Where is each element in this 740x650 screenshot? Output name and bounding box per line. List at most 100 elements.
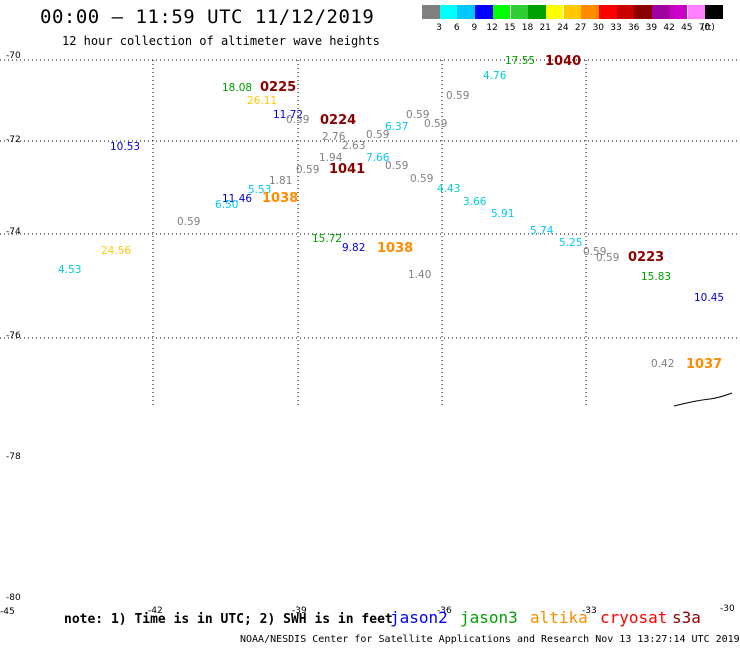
wave-height-label: 0.59 [446,90,470,102]
scale-swatch [616,5,635,19]
wave-height-label: 0.59 [296,164,320,176]
scale-swatch [528,5,546,19]
satellite-legend-jason3: jason3 [460,608,518,627]
lon-tick-label: -42 [148,606,163,616]
wave-height-label: 1.81 [269,175,293,187]
wave-height-label: 0.59 [177,216,201,228]
wave-height-label: 10.53 [110,141,141,153]
scale-label: 42 [663,23,675,33]
scale-label: 70 [698,23,711,33]
wave-height-label: 11.46 [222,193,253,205]
pressure-label: 1038 [262,191,299,206]
lat-label: -76 [6,331,21,341]
scale-label: 12 [486,23,498,33]
wave-height-label: 5.25 [559,237,583,249]
scale-swatch [492,5,511,19]
wave-height-label: 4.53 [58,264,82,276]
scale-swatch [652,5,670,19]
pressure-label: 0223 [628,250,665,265]
scale-label: 6 [453,23,460,33]
scale-label: 24 [557,23,569,33]
lat-label: -74 [6,227,21,237]
wave-height-label: 6.50 [215,199,239,211]
wave-height-label: 4.43 [437,183,461,195]
scale-swatch [634,5,652,19]
wave-height-label: 0.59 [583,246,607,258]
note-text: note: 1) Time is in UTC; 2) SWH is in fe… [64,612,393,627]
wave-height-label: 5.74 [530,225,554,237]
scale-swatch [599,5,617,19]
pressure-label: 0224 [320,113,357,128]
scale-swatch [563,5,582,19]
scale-label: 21 [539,23,551,33]
wave-height-label: 0.59 [385,160,409,172]
wave-height-label: 18.08 [222,82,253,94]
scale-label: 33 [610,23,622,33]
wave-height-label: 0.59 [424,118,448,130]
scale-swatch [475,5,493,19]
wave-height-label: 1.40 [408,269,432,281]
scale-swatch [687,5,706,19]
wave-height-label: 5.91 [491,208,515,220]
wave-height-label: 24.56 [101,245,132,257]
scale-swatch [510,5,529,19]
wave-height-label: 2.63 [342,140,366,152]
scale-label: 27 [574,23,587,33]
map-subtitle: 12 hour collection of altimeter wave hei… [62,34,380,48]
wave-height-label: 0.59 [596,252,620,264]
scale-label: 18 [521,23,534,33]
lat-label: -70 [6,51,21,61]
lon-tick-label: -30 [720,604,735,614]
lon-tick-label: -39 [292,606,307,616]
map-title: 00:00 – 11:59 UTC 11/12/2019 [40,6,375,28]
lat-label: -80 [6,593,21,603]
scale-swatch [422,5,440,19]
wave-height-label: 5.53 [248,184,272,196]
wave-height-label: 3.66 [463,196,487,208]
pressure-label: 1041 [329,162,366,177]
pressure-label: 1038 [377,241,414,256]
lon-tick-label: -33 [582,606,597,616]
wave-height-label: 6.37 [385,121,409,133]
wave-height-label: 4.76 [483,70,507,82]
scale-swatch [581,5,599,19]
wave-height-label: 0.59 [286,114,310,126]
wave-height-label: 17.55 [505,55,536,67]
scale-swatch [705,5,723,19]
pressure-label: 0225 [260,80,297,95]
wave-height-label: 15.72 [312,233,343,245]
lat-label: -72 [6,135,21,145]
satellite-legend-jason2: jason2 [390,608,448,627]
wave-height-label: 9.82 [342,242,366,254]
satellite-legend-s3a: s3a [672,608,701,627]
scale-label: 3 [436,23,442,33]
coastline [673,392,733,407]
satellite-legend-altika: altika [530,608,588,627]
wave-height-label: 7.66 [366,152,390,164]
scale-label: 39 [645,23,658,33]
scale-label: 9 [471,23,478,33]
scale-label: 45 [681,23,693,33]
scale-unit: (ft) [701,23,715,33]
wave-height-label: 10.45 [694,292,725,304]
wave-height-label: 2.76 [322,131,346,143]
pressure-label: 1037 [686,357,723,372]
scale-label: 15 [504,23,516,33]
wave-height-label: 15.83 [641,271,672,283]
wave-height-label: 0.59 [366,129,390,141]
scale-label: 36 [627,23,640,33]
lon-tick-label: -45 [0,607,15,617]
scale-swatch [439,5,458,19]
footer-credit: NOAA/NESDIS Center for Satellite Applica… [240,634,740,645]
lon-tick-label: -36 [437,606,452,616]
pressure-label: 1040 [545,54,582,69]
wave-height-label: 0.59 [406,109,430,121]
lat-label: -78 [6,452,21,462]
scale-swatch [457,5,475,19]
scale-swatch [669,5,688,19]
wave-height-label: 0.42 [651,358,675,370]
wave-height-label: 26.11 [247,95,278,107]
scale-swatch [545,5,564,19]
satellite-legend-cryosat: cryosat [600,608,668,627]
